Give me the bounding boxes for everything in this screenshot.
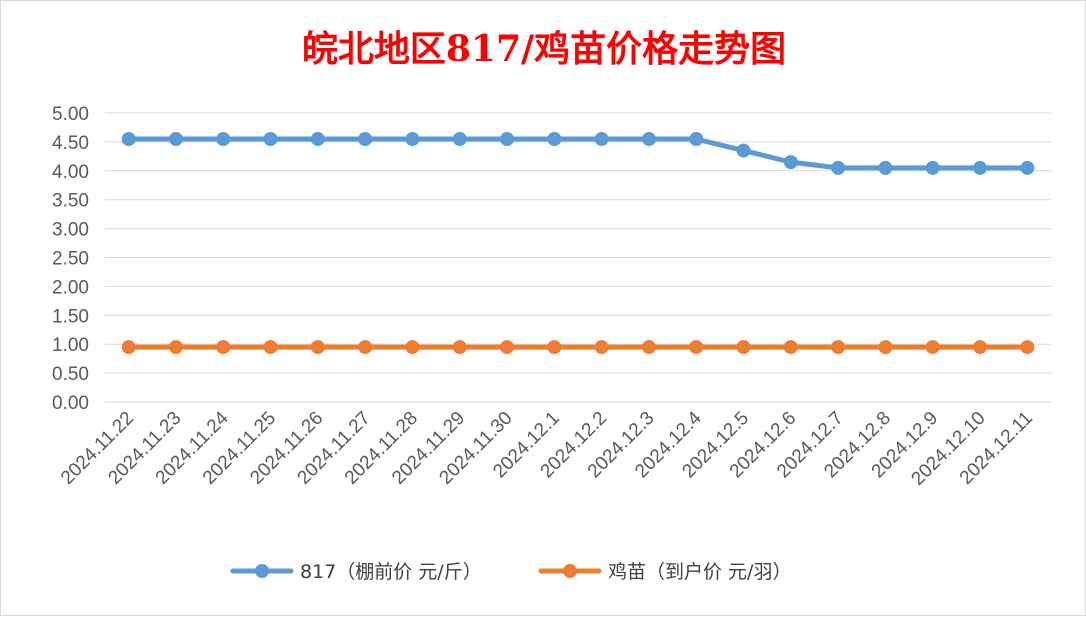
series-2	[121, 340, 1035, 355]
legend-marker	[255, 564, 269, 578]
data-point	[594, 132, 609, 147]
legend: 817（棚前价 元/斤） 鸡苗（到户价 元/羽）	[230, 561, 791, 583]
data-point	[121, 132, 136, 147]
data-point	[594, 340, 609, 355]
data-point	[641, 132, 656, 147]
data-point	[1020, 160, 1035, 175]
chart-title: 皖北地区817/鸡苗价格走势图	[302, 28, 786, 70]
data-point	[925, 340, 940, 355]
data-point	[973, 160, 988, 175]
data-point	[405, 132, 420, 147]
y-tick-label: 4.50	[52, 133, 89, 154]
data-point	[641, 340, 656, 355]
data-point	[736, 340, 751, 355]
data-point	[310, 132, 325, 147]
data-point	[547, 340, 562, 355]
data-point	[736, 143, 751, 158]
y-tick-label: 3.00	[52, 220, 89, 241]
data-point	[452, 132, 467, 147]
y-axis-ticks: 0.00 0.50 1.00 1.50 2.00 2.50 3.00 3.50 4.00 4.50…	[52, 104, 89, 414]
data-point	[783, 340, 798, 355]
legend-item: 鸡苗（到户价 元/羽）	[538, 561, 791, 583]
data-point	[1020, 340, 1035, 355]
data-point	[452, 340, 467, 355]
data-point	[216, 340, 231, 355]
y-tick-label: 5.00	[52, 104, 89, 125]
data-point	[500, 340, 515, 355]
data-point	[925, 160, 940, 175]
data-point	[216, 132, 231, 147]
legend-item: 817（棚前价 元/斤）	[230, 561, 482, 583]
data-point	[500, 132, 515, 147]
data-point	[831, 340, 846, 355]
series-line	[126, 136, 1030, 171]
data-point	[310, 340, 325, 355]
data-point	[263, 132, 278, 147]
data-point	[878, 340, 893, 355]
data-point	[168, 340, 183, 355]
data-point	[405, 340, 420, 355]
data-point	[689, 340, 704, 355]
y-tick-label: 2.50	[52, 249, 89, 270]
data-point	[358, 340, 373, 355]
legend-label: 817（棚前价 元/斤）	[300, 561, 482, 583]
y-tick-label: 0.00	[52, 393, 89, 414]
data-point	[168, 132, 183, 147]
legend-marker	[563, 564, 577, 578]
series-1	[121, 132, 1035, 175]
data-point	[263, 340, 278, 355]
y-tick-label: 2.00	[52, 277, 89, 298]
y-tick-label: 0.50	[52, 364, 89, 385]
data-point	[689, 132, 704, 147]
data-point	[358, 132, 373, 147]
data-point	[547, 132, 562, 147]
y-tick-label: 1.50	[52, 306, 89, 327]
x-axis-ticks: 2024.11.222024.11.232024.11.242024.11.25…	[57, 407, 1037, 489]
gridlines	[105, 112, 1051, 403]
data-point	[783, 155, 798, 170]
legend-label: 鸡苗（到户价 元/羽）	[608, 561, 791, 583]
data-point	[878, 160, 893, 175]
series-lines	[121, 132, 1035, 355]
y-tick-label: 4.00	[52, 162, 89, 183]
y-tick-label: 3.50	[52, 191, 89, 212]
data-point	[121, 340, 136, 355]
data-point	[973, 340, 988, 355]
data-point	[831, 160, 846, 175]
y-tick-label: 1.00	[52, 335, 89, 356]
